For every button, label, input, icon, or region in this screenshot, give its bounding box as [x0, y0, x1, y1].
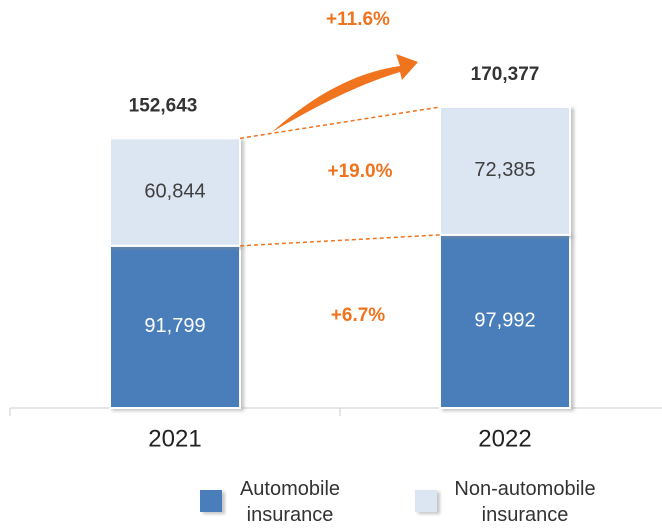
bar-segment — [109, 137, 241, 247]
annotation: +19.0% — [328, 161, 393, 182]
growth-arrow — [272, 54, 418, 132]
x-tick-label: 2021 — [148, 425, 201, 452]
total-label: 170,377 — [471, 64, 540, 85]
annotation: +6.7% — [331, 305, 386, 326]
connector — [239, 106, 441, 140]
value-label: 72,385 — [474, 159, 535, 181]
value-label: 60,844 — [144, 180, 205, 202]
bar-segment — [439, 233, 571, 409]
bar-segment — [439, 106, 571, 236]
bar-segment — [109, 244, 241, 409]
annotation: +11.6% — [326, 9, 390, 30]
connector — [239, 234, 441, 247]
legend-swatch — [200, 490, 222, 512]
legend-label: Non-automobile insurance — [454, 478, 596, 526]
x-tick-label: 2022 — [478, 425, 531, 452]
legend-label: Automobile insurance — [239, 478, 341, 526]
value-label: 91,799 — [144, 315, 205, 337]
legend-swatch — [415, 490, 437, 512]
value-label: 97,992 — [474, 310, 535, 332]
total-label: 152,643 — [129, 95, 198, 116]
